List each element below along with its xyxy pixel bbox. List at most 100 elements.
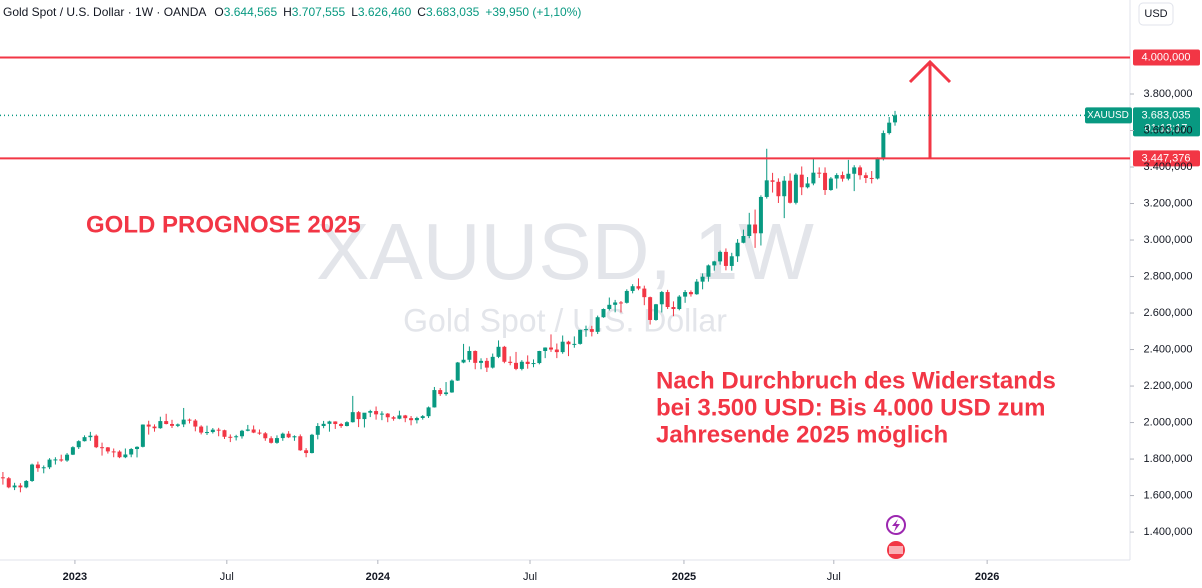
candle-body: [700, 276, 705, 282]
header-change: +39,950 (+1,10%): [485, 5, 581, 19]
candle-body: [444, 392, 449, 395]
candle-body: [88, 435, 93, 438]
currency-button[interactable]: [1138, 2, 1174, 26]
x-tick-label: 2024: [366, 571, 391, 583]
x-tick-label: 2026: [975, 571, 999, 583]
candle-body: [706, 265, 711, 277]
candle-body: [665, 292, 670, 308]
header-title: Gold Spot / U.S. Dollar · 1W · OANDA: [3, 5, 206, 19]
candle-body: [356, 412, 361, 420]
candle-body: [718, 251, 723, 262]
candle-body: [858, 167, 863, 176]
candle-body: [659, 292, 664, 305]
candle-body: [129, 449, 134, 455]
candle-body: [239, 430, 244, 437]
candle-body: [152, 426, 157, 429]
y-tick-label: 3.400,000: [1144, 161, 1193, 173]
symbol-box: [1085, 107, 1132, 124]
candle-body: [788, 180, 793, 203]
candle-body: [793, 174, 798, 203]
y-tick-label: 1.400,000: [1144, 526, 1193, 538]
header-key: O: [214, 5, 223, 19]
candle-body: [158, 421, 163, 429]
candle-body: [199, 426, 204, 433]
candle-body: [82, 437, 87, 442]
candle-body: [893, 115, 898, 123]
candle-body: [653, 304, 658, 320]
candle-body: [105, 447, 110, 452]
candle-body: [6, 478, 11, 488]
candle-body: [875, 158, 880, 179]
candles: [0, 110, 898, 493]
candle-body: [298, 436, 303, 451]
candle-body: [170, 424, 175, 426]
candle-body: [601, 309, 606, 318]
candle-body: [490, 356, 495, 368]
annotation-line: Jahresende 2025 möglich: [656, 421, 948, 448]
candle-body: [175, 424, 180, 426]
hline-label-box: [1133, 49, 1200, 66]
candle-body: [455, 362, 460, 381]
candle-body: [502, 346, 507, 362]
header-value: 3.644,565: [224, 5, 278, 19]
candle-body: [863, 175, 868, 178]
candle-body: [508, 361, 513, 363]
candle-body: [747, 224, 752, 237]
candle-body: [677, 296, 682, 310]
candle-body: [712, 261, 717, 266]
candle-body: [193, 420, 198, 427]
candle-body: [817, 172, 822, 174]
candle-body: [881, 133, 886, 159]
candle-body: [479, 360, 484, 363]
candle-body: [525, 361, 530, 364]
overlay: 4.000,000 3.447,376 XAUUSD 3.683,03501:13:1…: [0, 49, 1200, 167]
candle-body: [251, 429, 256, 433]
candle-body: [723, 251, 728, 266]
candle-body: [467, 351, 472, 360]
candle-body: [292, 436, 297, 438]
candle-body: [618, 302, 623, 304]
candle-body: [280, 433, 285, 439]
header-key: H: [283, 5, 292, 19]
hline-label: 4.000,000: [1142, 51, 1191, 63]
currency[interactable]: USD: [1144, 8, 1167, 20]
candle-body: [257, 432, 262, 434]
candle-body: [554, 349, 559, 353]
candle-body: [12, 485, 17, 488]
candle-body: [782, 180, 787, 197]
event-icons: [886, 515, 906, 559]
candle-body: [333, 421, 338, 425]
candle-body: [799, 174, 804, 188]
annotation-line: bei 3.500 USD: Bis 4.000 USD zum: [656, 394, 1045, 421]
candle-body: [234, 436, 239, 438]
candle-body: [379, 413, 384, 415]
annotation-line: Nach Durchbruch des Widerstands: [656, 367, 1056, 394]
candle-body: [764, 180, 769, 197]
y-tick-label: 2.200,000: [1144, 380, 1193, 392]
candle-body: [140, 424, 145, 447]
candle-body: [869, 177, 874, 179]
candle-body: [560, 341, 565, 353]
candle-body: [589, 329, 594, 332]
price-label: 3.683,035: [1142, 109, 1191, 121]
candle-body: [403, 415, 408, 419]
candle-body: [391, 417, 396, 419]
candle-body: [41, 467, 46, 469]
candle-body: [0, 477, 5, 479]
candle-body: [146, 424, 151, 427]
candle-body: [514, 362, 519, 369]
candle-body: [309, 434, 314, 454]
candle-body: [222, 430, 227, 437]
y-tick-label: 2.000,000: [1144, 416, 1193, 428]
candle-body: [805, 183, 810, 188]
candle-body: [834, 175, 839, 179]
candle-body: [304, 450, 309, 454]
candle-body: [753, 224, 758, 234]
candle-body: [263, 433, 268, 439]
x-tick-label: Jul: [220, 571, 234, 583]
candle-body: [123, 454, 128, 458]
candle-body: [549, 347, 554, 350]
